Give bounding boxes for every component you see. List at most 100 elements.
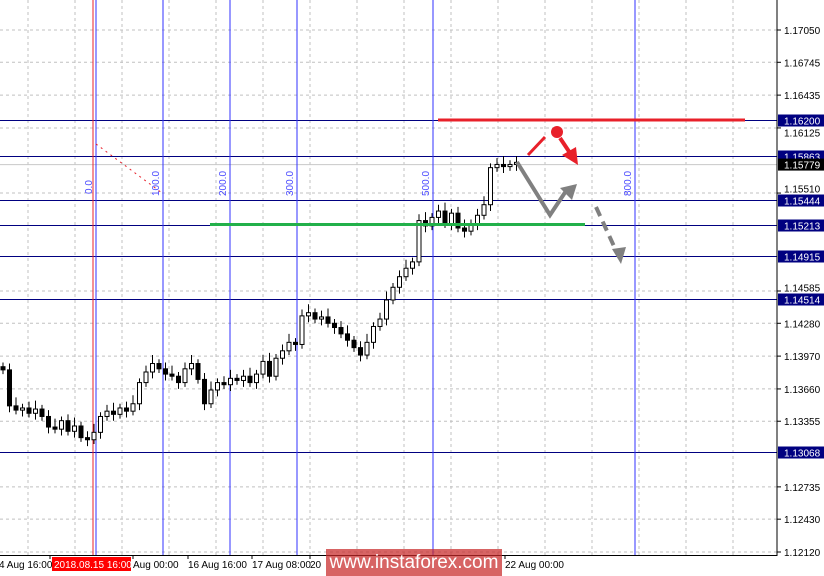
gray-arrow-down [594, 206, 620, 256]
price-tick-label: 1.17050 [784, 26, 821, 37]
candle-body [189, 363, 194, 370]
candle-body [91, 431, 97, 441]
candle-body [124, 407, 129, 412]
candle-body [436, 210, 441, 218]
candle-body [117, 407, 123, 415]
fib-zone-label: 0.0 [84, 180, 95, 194]
candle-body [390, 286, 396, 301]
gray-arrowhead-down [612, 247, 626, 264]
time-axis: 4 Aug 16:00 Aug 00:00 16 Aug 16:00 17 Aug 0… [0, 555, 564, 571]
level-tag [778, 194, 824, 207]
candle-body [488, 167, 493, 206]
candle-body [481, 204, 487, 216]
candles [0, 155, 519, 447]
candle-body [7, 369, 12, 407]
fib-zone-label: 100.0 [151, 171, 162, 196]
candle-body [449, 212, 454, 225]
candle-body [371, 325, 376, 343]
candle-body [351, 339, 357, 349]
level-tag-label: 1.16200 [784, 117, 821, 128]
candle-body [59, 420, 64, 430]
candle-body [247, 375, 253, 384]
fib-zone-label: 300.0 [285, 171, 296, 196]
candle-body [111, 410, 116, 415]
candle-body [267, 360, 272, 377]
price-tick-label: 1.13970 [784, 352, 821, 363]
current-price-label: 1.15779 [784, 161, 821, 172]
candle-body [345, 333, 350, 341]
candle-body [299, 315, 305, 345]
grid [0, 0, 777, 555]
watermark: www.instaforex.com [326, 549, 502, 576]
candle-body [442, 210, 448, 225]
candle-body [410, 261, 415, 269]
candle-body [98, 415, 103, 433]
time-tick-label: 20 [310, 560, 322, 571]
candle-body [85, 437, 90, 441]
candle-body [208, 389, 214, 405]
price-axis: 1.17050 1.16745 1.16435 1.16125 1.15510 1.145… [777, 26, 824, 559]
candle-body [507, 163, 513, 168]
level-tag-label: 1.15444 [784, 197, 821, 208]
gray-arrow-down-up [515, 160, 570, 219]
candle-body [52, 426, 58, 430]
level-tag-label: 1.13068 [784, 449, 821, 460]
level-tag [778, 250, 824, 263]
candle-body [403, 267, 409, 278]
level-tag [778, 293, 824, 306]
price-tick-label: 1.14280 [784, 319, 821, 330]
candle-body [325, 316, 331, 324]
price-tick-label: 1.16745 [784, 58, 821, 69]
candle-body [293, 341, 298, 345]
candle-body [254, 373, 259, 384]
candle-body [176, 375, 181, 384]
candle-body [156, 363, 162, 370]
candle-body [215, 382, 220, 391]
red-arrow-up [526, 135, 547, 157]
candle-body [195, 363, 201, 380]
price-tick-label: 1.12120 [784, 548, 821, 559]
candle-body [163, 368, 168, 375]
candle-body [65, 420, 71, 432]
candle-body [46, 415, 51, 428]
candle-body [280, 350, 285, 359]
candle-body [228, 377, 233, 386]
price-tick-label: 1.12735 [784, 483, 821, 494]
time-tick-label: 17 Aug 08:00 [252, 560, 311, 571]
candle-body [319, 316, 324, 320]
candle-body [501, 163, 506, 168]
candle-body [364, 341, 370, 356]
candle-body [0, 366, 6, 371]
candle-body [169, 373, 175, 377]
candle-body [475, 214, 480, 225]
candle-body [202, 378, 207, 405]
candle-body [72, 425, 77, 432]
candle-body [455, 212, 461, 229]
price-tick-label: 1.13660 [784, 385, 821, 396]
candle-body [494, 163, 500, 169]
horizontal-levels [0, 120, 777, 453]
level-tag-label: 1.15863 [784, 153, 821, 164]
fib-zone-label: 200.0 [218, 171, 229, 196]
candle-body [234, 377, 240, 381]
level-tag [778, 114, 824, 127]
candle-body [273, 357, 279, 377]
time-tick-label: 22 Aug 00:00 [505, 560, 564, 571]
candle-body [306, 312, 311, 317]
candle-body [20, 407, 25, 411]
level-tag-label: 1.15213 [784, 222, 821, 233]
price-tick-label: 1.12430 [784, 515, 821, 526]
dotted-trend-line [95, 143, 163, 194]
drawn-lines [210, 118, 745, 227]
candle-body [416, 220, 422, 263]
candle-body [182, 368, 188, 384]
candle-body [130, 403, 136, 412]
fib-zone-label: 800.0 [623, 171, 634, 196]
level-tag [778, 219, 824, 232]
red-arrowhead [562, 147, 578, 165]
price-tick-label: 1.15510 [784, 185, 821, 196]
time-tick-label: 16 Aug 16:00 [188, 560, 247, 571]
candle-body [332, 322, 337, 329]
candle-body [462, 227, 467, 232]
